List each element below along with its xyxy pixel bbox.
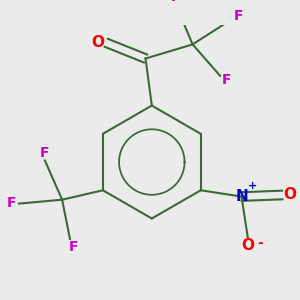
Text: F: F: [171, 0, 180, 4]
Text: F: F: [222, 74, 231, 88]
Text: F: F: [68, 240, 78, 254]
Text: -: -: [257, 236, 263, 250]
Text: O: O: [284, 188, 297, 202]
Text: +: +: [248, 181, 257, 190]
Text: F: F: [39, 146, 49, 161]
Text: N: N: [235, 189, 248, 204]
Text: O: O: [241, 238, 254, 253]
Text: F: F: [234, 9, 244, 23]
Text: O: O: [91, 34, 104, 50]
Text: F: F: [6, 196, 16, 210]
